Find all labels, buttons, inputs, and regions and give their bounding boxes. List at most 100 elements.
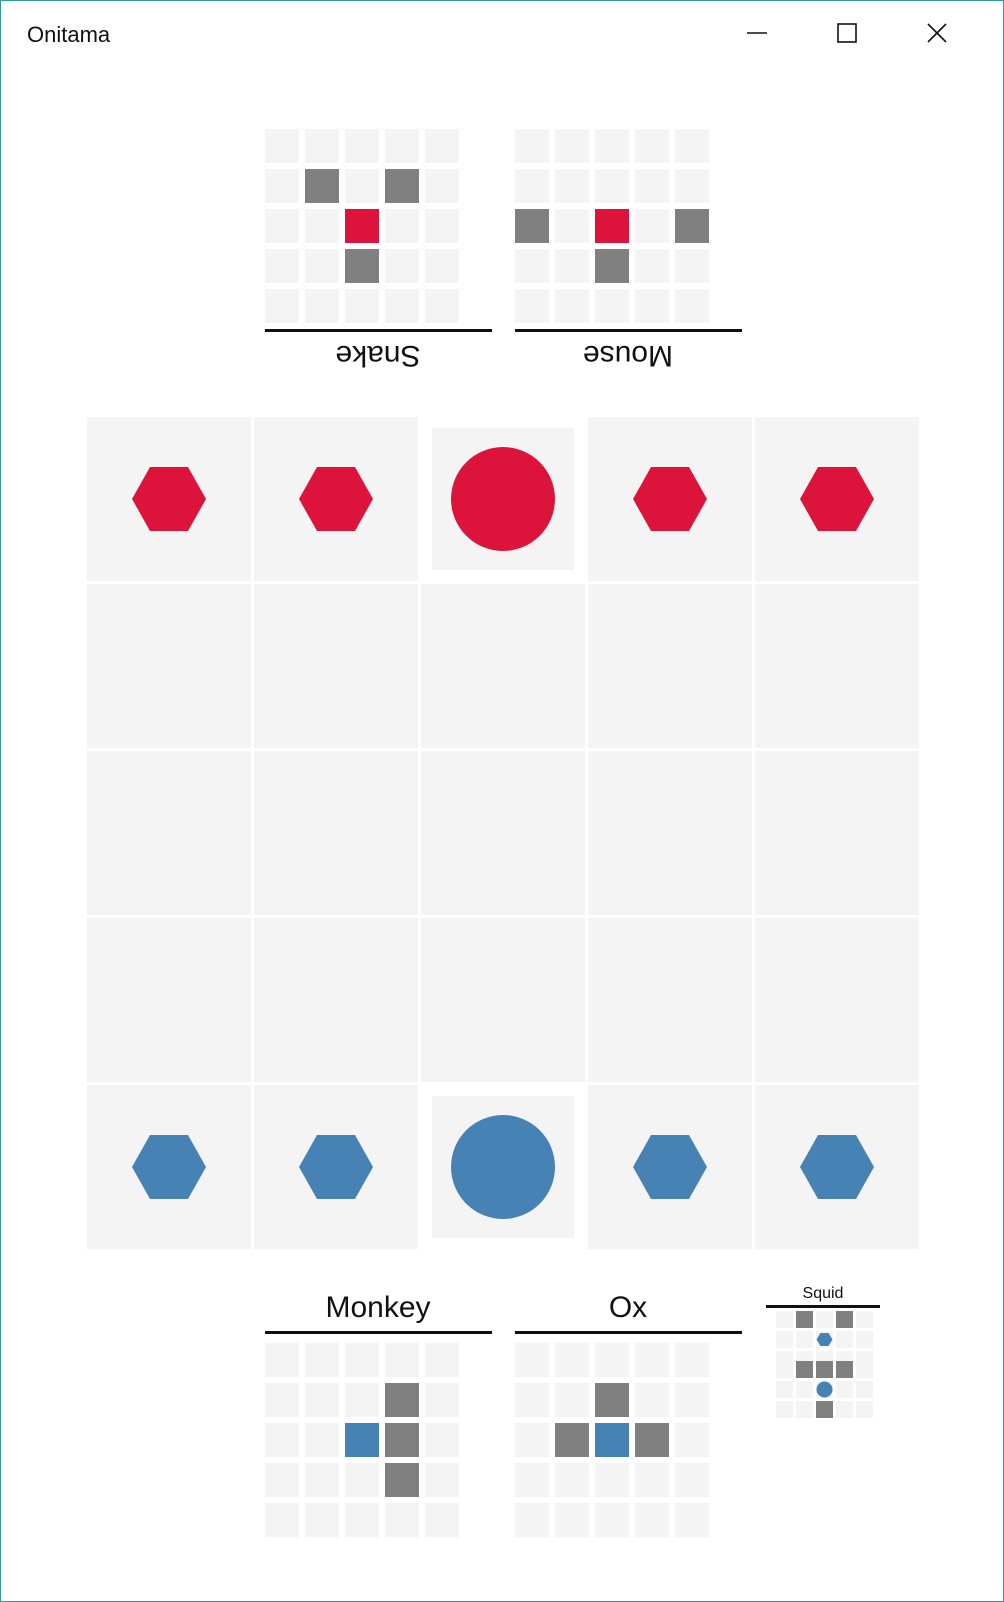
board-square[interactable] <box>421 918 585 1082</box>
card-cell <box>515 249 549 283</box>
board-square-student[interactable] <box>254 1085 418 1249</box>
mini-card-cell <box>856 1401 873 1418</box>
master-square-highlight <box>432 1096 574 1238</box>
board-square[interactable] <box>588 918 752 1082</box>
close-button[interactable] <box>914 13 960 53</box>
board-square[interactable] <box>254 751 418 915</box>
board-square[interactable] <box>87 918 251 1082</box>
card-move-cell <box>675 209 709 243</box>
board-square-student[interactable] <box>588 417 752 581</box>
board-square[interactable] <box>588 584 752 748</box>
board-square[interactable] <box>254 584 418 748</box>
student-piece-icon <box>633 467 707 531</box>
card-cell <box>265 1343 299 1377</box>
board-square-student[interactable] <box>87 1085 251 1249</box>
minimize-icon <box>747 32 767 34</box>
board-square[interactable] <box>755 918 919 1082</box>
mini-student-piece-icon <box>816 1333 833 1346</box>
card-cell <box>305 1343 339 1377</box>
card-move-grid <box>265 1343 465 1543</box>
board-square-student[interactable] <box>254 417 418 581</box>
student-piece-icon <box>299 1135 373 1199</box>
card-cell <box>345 1383 379 1417</box>
card-cell <box>345 1463 379 1497</box>
card-cell <box>305 1423 339 1457</box>
student-piece-icon <box>132 467 206 531</box>
mini-card-piece-cell <box>816 1381 833 1398</box>
close-icon <box>927 23 947 43</box>
card-move-cell <box>385 1463 419 1497</box>
board-square-student[interactable] <box>87 417 251 581</box>
card-cell <box>425 1423 459 1457</box>
card-cell <box>425 209 459 243</box>
student-piece-icon <box>800 1135 874 1199</box>
card-cell <box>425 249 459 283</box>
mini-card-cell <box>796 1381 813 1398</box>
card-cell <box>595 129 629 163</box>
board-square[interactable] <box>588 751 752 915</box>
mini-card-cell <box>856 1381 873 1398</box>
board-square[interactable] <box>254 918 418 1082</box>
board-square-master[interactable] <box>421 1085 585 1249</box>
minimize-button[interactable] <box>734 13 780 53</box>
card-cell <box>675 289 709 323</box>
board-square-master[interactable] <box>421 417 585 581</box>
maximize-button[interactable] <box>824 13 870 53</box>
card-divider <box>515 329 742 332</box>
card-cell <box>515 1423 549 1457</box>
card-origin-cell <box>345 209 379 243</box>
master-piece-icon <box>451 1115 555 1219</box>
card-cell <box>345 1343 379 1377</box>
card-cell <box>675 1423 709 1457</box>
board-square[interactable] <box>87 751 251 915</box>
card-move-cell <box>555 1423 589 1457</box>
card-cell <box>635 289 669 323</box>
card-cell <box>675 1463 709 1497</box>
card-move-cell <box>385 1383 419 1417</box>
card-cell <box>305 249 339 283</box>
mini-card-cell <box>856 1331 873 1348</box>
student-piece-icon <box>132 1135 206 1199</box>
board-square-student[interactable] <box>755 417 919 581</box>
board-square-student[interactable] <box>755 1085 919 1249</box>
card-cell <box>345 129 379 163</box>
card-cell <box>385 1343 419 1377</box>
mini-card-cell <box>816 1311 833 1328</box>
card-cell <box>555 289 589 323</box>
card-cell <box>515 1463 549 1497</box>
card-cell <box>635 1383 669 1417</box>
mini-master-piece-icon <box>816 1381 833 1398</box>
board-square[interactable] <box>421 584 585 748</box>
card-move-cell <box>595 249 629 283</box>
card-cell <box>595 1343 629 1377</box>
card-origin-cell <box>595 209 629 243</box>
card-cell <box>635 129 669 163</box>
card-cell <box>635 1503 669 1537</box>
title-bar[interactable]: Onitama <box>1 1 1003 63</box>
mini-card-move-cell <box>836 1311 853 1328</box>
board-square[interactable] <box>755 584 919 748</box>
mini-card-cell <box>836 1401 853 1418</box>
card-cell <box>345 289 379 323</box>
card-move-cell <box>595 1383 629 1417</box>
card-cell <box>265 1383 299 1417</box>
card-cell <box>385 129 419 163</box>
next-card-divider <box>766 1305 880 1308</box>
card-move-grid <box>515 1343 715 1543</box>
card-cell <box>425 289 459 323</box>
board-square[interactable] <box>755 751 919 915</box>
mini-card-cell <box>776 1401 793 1418</box>
student-piece-icon <box>633 1135 707 1199</box>
master-piece-icon <box>451 447 555 551</box>
mini-card-cell <box>796 1331 813 1348</box>
card-cell <box>265 209 299 243</box>
card-move-cell <box>305 169 339 203</box>
card-cell <box>595 289 629 323</box>
board-square-student[interactable] <box>588 1085 752 1249</box>
card-cell <box>635 209 669 243</box>
card-cell <box>675 1343 709 1377</box>
board-square[interactable] <box>421 751 585 915</box>
board-square[interactable] <box>87 584 251 748</box>
card-cell <box>595 1463 629 1497</box>
